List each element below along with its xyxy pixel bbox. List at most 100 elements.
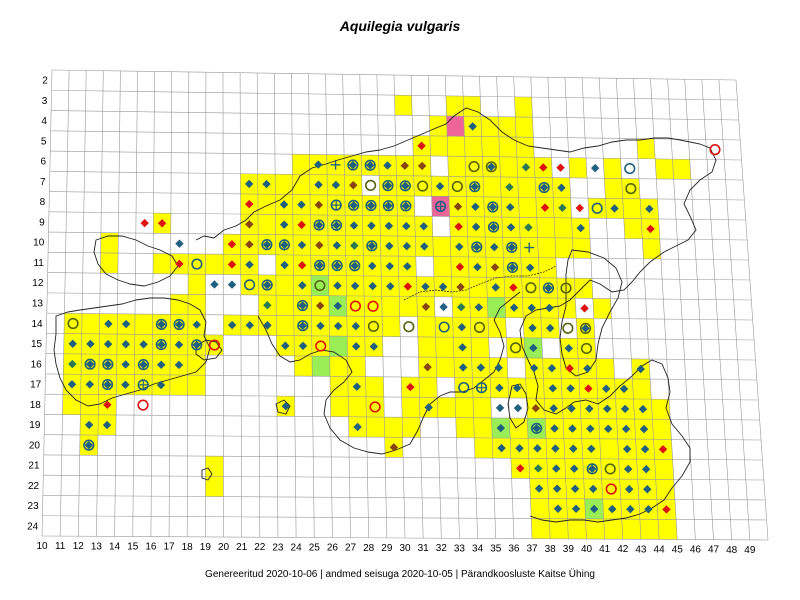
grid-line-vertical — [59, 70, 70, 537]
marker-circle-diamond-blue — [330, 219, 343, 231]
marker-diamond-blue — [350, 281, 360, 291]
marker-diamond-blue — [570, 464, 579, 473]
marker-circle-diamond-blue-inner — [314, 220, 324, 230]
marker-circle-diamond-blue-inner — [332, 221, 341, 230]
marker-diamond-blue — [298, 341, 308, 351]
marker-diamond-blue — [495, 403, 505, 413]
occupied-cell — [433, 256, 452, 277]
highlight-cell-green — [312, 356, 331, 377]
marker-diamond-red — [575, 203, 584, 213]
marker-circle-blue — [243, 279, 256, 291]
footer-credits: Genereeritud 2020-10-06 | andmed seisuga… — [205, 569, 595, 580]
occupied-cell — [572, 238, 591, 259]
marker-diamond-blue — [421, 282, 430, 291]
occupied-cell — [622, 198, 642, 219]
marker-diamond-blue — [551, 444, 560, 453]
marker-diamond-red — [175, 259, 184, 269]
marker-circle-diamond-blue-inner — [384, 201, 393, 210]
column-label: 47 — [708, 545, 720, 556]
marker-diamond-blue — [351, 342, 361, 351]
column-label: 48 — [726, 545, 738, 556]
row-label: 3 — [42, 96, 48, 107]
occupied-cell — [595, 358, 615, 379]
border-inland — [403, 265, 557, 301]
marker-diamond-red — [157, 219, 167, 228]
marker-diamond-blue — [604, 424, 613, 434]
column-label: 21 — [236, 542, 248, 553]
row-label: 5 — [41, 136, 47, 147]
row-label: 11 — [33, 258, 44, 269]
grid-line-horizontal — [49, 191, 745, 201]
marker-diamond-blue — [314, 160, 323, 169]
marker-circle-diamond-blue-inner — [383, 181, 393, 190]
marker-circle-diamond-blue-inner — [157, 320, 166, 329]
occupied-cell — [429, 115, 448, 137]
grid-line-vertical — [308, 73, 315, 538]
marker-diamond-blue — [262, 179, 271, 189]
row-label: 13 — [32, 299, 44, 310]
row-label: 20 — [29, 440, 41, 451]
grid-line-vertical — [581, 77, 605, 540]
occupied-cell — [464, 136, 483, 157]
marker-circle-green — [365, 179, 377, 191]
marker-circle-red — [349, 300, 362, 312]
marker-diamond-blue — [550, 424, 559, 433]
marker-circle-diamond-blue-inner — [472, 242, 481, 252]
marker-diamond-blue — [279, 200, 289, 209]
occupied-cell — [465, 156, 484, 177]
grid-line-vertical — [496, 76, 515, 539]
row-label: 24 — [27, 521, 39, 532]
column-label: 42 — [617, 544, 629, 555]
marker-diamond-blue — [244, 179, 254, 189]
occupied-cell — [455, 397, 474, 418]
marker-diamond-red — [417, 141, 426, 150]
grid-line-vertical — [376, 74, 388, 538]
occupied-cell — [567, 518, 587, 539]
marker-circle-diamond-blue-inner — [103, 380, 112, 389]
column-label: 27 — [345, 543, 357, 554]
grid-line-vertical — [598, 77, 624, 540]
row-label: 23 — [28, 501, 40, 512]
grid-line-vertical — [735, 79, 769, 541]
marker-diamond-brown — [245, 220, 254, 229]
occupied-cell — [530, 498, 550, 519]
marker-diamond-blue — [424, 403, 433, 412]
occupied-cell — [329, 356, 348, 377]
occupied-cell — [469, 277, 488, 298]
marker-diamond-blue — [435, 182, 445, 191]
row-label: 15 — [31, 339, 43, 350]
marker-diamond-red — [658, 445, 668, 454]
marker-diamond-blue — [280, 260, 289, 270]
occupied-cell — [399, 296, 418, 317]
row-label: 17 — [30, 380, 42, 391]
marker-diamond-blue — [586, 424, 595, 433]
grid-line-vertical — [650, 78, 678, 540]
grid-line-vertical — [132, 71, 138, 537]
marker-diamond-red — [565, 364, 574, 373]
marker-diamond-blue — [571, 504, 581, 514]
grid-line-vertical — [513, 76, 533, 539]
marker-diamond-blue — [156, 360, 166, 369]
marker-circle-diamond-green-inner — [487, 162, 496, 172]
marker-diamond-blue — [419, 222, 428, 231]
column-label: 17 — [163, 542, 175, 553]
marker-diamond-blue — [589, 504, 599, 514]
lake-vortsjarv — [507, 383, 529, 429]
occupied-cell — [292, 174, 310, 195]
occupied-cell — [169, 374, 188, 396]
column-label: 33 — [454, 543, 466, 554]
marker-diamond-blue — [638, 404, 648, 414]
row-label: 14 — [31, 319, 43, 330]
coastline-saaremaa — [53, 297, 211, 407]
marker-diamond-red — [297, 261, 307, 270]
occupied-cell — [445, 95, 464, 117]
marker-diamond-red — [646, 224, 655, 234]
highlight-cell-green — [329, 336, 348, 357]
column-label: 14 — [109, 541, 121, 552]
marker-diamond-blue — [505, 202, 515, 212]
grid-line-vertical — [41, 69, 53, 537]
marker-diamond-brown — [315, 241, 324, 250]
occupied-cell — [275, 174, 293, 195]
marker-diamond-blue — [420, 242, 429, 251]
occupied-cell — [64, 313, 83, 334]
